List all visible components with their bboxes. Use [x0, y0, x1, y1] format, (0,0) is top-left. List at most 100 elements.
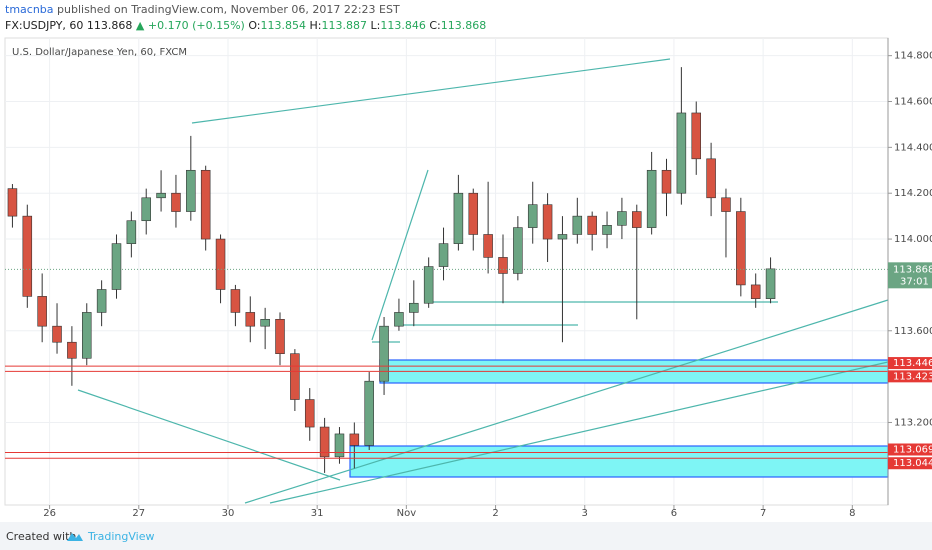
brand[interactable]: TradingView	[88, 530, 155, 543]
candle-body	[260, 319, 270, 327]
candle-body	[423, 266, 434, 304]
axes: 114.800 114.600 114.400 114.200 114.000 113.6…	[43, 38, 932, 519]
candle-body	[304, 399, 315, 428]
candle-body	[468, 192, 479, 235]
candle-body	[646, 169, 657, 228]
x-tick-label: 2	[492, 508, 498, 519]
candle-body	[37, 296, 47, 327]
high: 113.887	[321, 19, 367, 32]
x-tick-label: Nov	[397, 508, 417, 519]
candle-body	[126, 220, 137, 244]
candle-body	[527, 204, 538, 228]
candle-body	[513, 227, 523, 274]
candle-body	[691, 112, 701, 160]
x-tick-label: 8	[849, 508, 855, 519]
trend-line	[191, 58, 671, 124]
zone	[349, 445, 889, 478]
price-label: 113.868	[893, 264, 932, 275]
header-line: tmacnba published on TradingView.com, No…	[5, 3, 400, 16]
countdown: 37:01	[900, 276, 929, 287]
candle-body	[736, 211, 746, 286]
header-line: FX:USDJPY, 60 113.868 ▲ +0.170 (+0.15%) …	[5, 19, 486, 32]
level-label-box	[888, 357, 932, 370]
candle-body	[632, 211, 642, 228]
published: published on TradingView.com, November 0…	[57, 3, 400, 16]
candle-body	[364, 380, 374, 446]
candle-body	[7, 188, 18, 217]
candle-body	[542, 204, 553, 240]
candle-body	[409, 302, 419, 313]
candle-body	[245, 312, 256, 327]
label: C:	[429, 19, 441, 32]
candle-body	[438, 243, 449, 267]
candle-body	[617, 211, 627, 226]
y-tick-label: 113.200	[894, 417, 932, 428]
candle-body	[349, 433, 360, 446]
label: O:	[248, 19, 261, 32]
x-tick-label: 7	[760, 508, 766, 519]
candle-body	[67, 341, 77, 359]
candle-body	[394, 312, 404, 327]
label: H:	[309, 19, 322, 32]
candle-body	[661, 169, 672, 194]
y-tick-label: 114.400	[894, 142, 932, 153]
candle-body	[750, 284, 761, 299]
y-tick-label: 114.200	[894, 188, 932, 199]
price-label-box	[888, 262, 932, 289]
candle-body	[319, 426, 330, 458]
y-tick-label: 114.000	[894, 234, 932, 245]
trend-line	[77, 389, 341, 481]
last: 113.868	[86, 19, 133, 32]
candle-body	[22, 215, 33, 297]
y-tick-label: 113.600	[894, 326, 932, 337]
candle-body	[275, 319, 285, 354]
y-tick-label: 114.800	[894, 51, 932, 62]
trend-line	[269, 361, 889, 504]
level-label-box	[888, 457, 932, 470]
chart-title: U.S. Dollar/Japanese Yen, 60, FXCM	[12, 47, 187, 58]
x-tick-label: 3	[582, 508, 588, 519]
level-label: 113.446	[893, 358, 932, 369]
level-label: 113.044	[893, 458, 932, 469]
candle-body	[721, 197, 731, 212]
x-tick-label: 6	[671, 508, 677, 519]
grid	[5, 38, 888, 505]
candle-body	[676, 112, 687, 194]
candle-body	[602, 225, 612, 235]
change: ▲ +0.170 (+0.15%)	[135, 19, 245, 32]
candle-body	[141, 197, 151, 222]
candle-body	[453, 192, 464, 244]
open: 113.854	[260, 19, 307, 32]
logo	[67, 533, 83, 541]
low: 113.846	[380, 19, 426, 32]
candle-body	[290, 353, 300, 400]
user[interactable]: tmacnba	[5, 3, 54, 16]
candles	[5, 67, 888, 473]
plot-frame	[4, 37, 889, 506]
candle-body	[96, 289, 107, 313]
level-label: 113.423	[893, 371, 932, 382]
candle-body	[587, 215, 597, 235]
level-label-box	[888, 370, 932, 383]
candle-body	[111, 243, 122, 290]
candle-body	[171, 192, 181, 212]
candle-body	[572, 215, 583, 235]
candle-body	[186, 169, 196, 212]
level-label: 113.069	[893, 444, 932, 455]
x-tick-label: 26	[43, 508, 56, 519]
candle-body	[81, 312, 92, 359]
candle-body	[483, 234, 493, 258]
candle-body	[557, 234, 568, 240]
trend-line	[371, 169, 429, 341]
candle-body	[52, 325, 62, 343]
created: Created with	[6, 530, 77, 543]
candle-body	[379, 325, 389, 382]
trend-line	[244, 299, 889, 504]
candle-body	[334, 433, 345, 458]
close: 113.868	[440, 19, 487, 32]
x-tick-label: 30	[222, 508, 235, 519]
level-label-box	[888, 443, 932, 456]
candle-body	[498, 257, 508, 274]
